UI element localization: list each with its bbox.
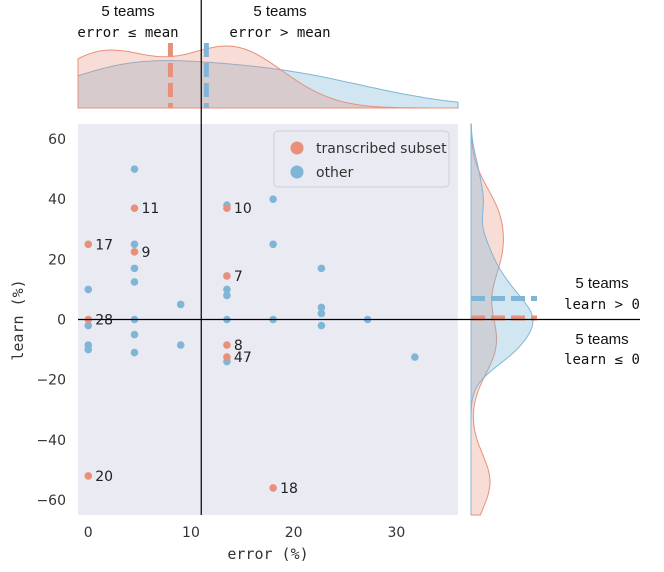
point-other [130,165,139,173]
point-label: 7 [234,269,243,285]
legend-marker-transcribed [290,141,304,155]
x-tick-label: 20 [285,525,303,541]
point-other [84,345,93,354]
point-labels: 11 10 17 9 7 28 847 20 18 [95,201,298,497]
x-tick-label: 10 [182,525,200,541]
y-tick-label: 0 [57,313,66,329]
legend: transcribed subset other [273,130,450,188]
y-tick-label: −40 [36,433,66,449]
data-points [84,165,419,492]
annotation-right-top-cond: learn > 0 [564,297,640,313]
point-transcribed [84,240,93,249]
legend-label-transcribed: transcribed subset [316,141,447,157]
annotation-top-right-cond: error > mean [229,25,330,41]
point-label: 8 [234,338,243,354]
y-tick-label: 20 [48,252,66,268]
point-other [84,321,93,330]
annotations: 5 teams error ≤ mean 5 teams error > mea… [77,3,640,368]
point-label: 17 [95,237,113,253]
y-axis-label: learn (%) [9,279,27,360]
point-other [130,264,139,273]
top-marginal-density [77,43,459,109]
point-other [176,300,185,309]
point-other [130,348,139,357]
point-other [317,321,326,330]
annotation-top-left-count: 5 teams [101,3,154,20]
legend-box [273,130,450,188]
point-label: 9 [141,245,150,261]
annotation-right-bottom-count: 5 teams [575,331,628,348]
point-label: 11 [141,201,159,217]
y-tick-label: −60 [36,493,66,509]
x-tick-label: 30 [387,525,405,541]
point-other [317,264,326,273]
y-tick-label: 60 [48,132,66,148]
annotation-top-left-cond: error ≤ mean [77,25,178,41]
point-other [269,195,277,203]
annotation-right-top-count: 5 teams [575,275,628,292]
legend-label-other: other [316,165,354,181]
point-other [317,309,326,318]
point-label: 20 [95,469,113,485]
y-axis-ticks: 60 40 20 0 −20 −40 −60 [36,132,66,509]
point-transcribed [84,472,93,480]
point-other [269,240,277,249]
x-axis-ticks: 0 10 20 30 [84,525,405,541]
point-other [176,341,185,349]
y-tick-label: 40 [48,192,66,208]
annotation-top-right-count: 5 teams [253,3,306,20]
point-other [130,240,139,249]
point-label: 47 [234,350,252,366]
point-transcribed [130,204,139,213]
point-label: 28 [95,313,113,329]
legend-marker-other [290,165,304,179]
point-other [130,278,139,286]
top-kde-transcribed [77,45,458,109]
point-other [411,353,419,361]
y-tick-label: −20 [36,373,66,389]
point-other [223,285,231,294]
point-other [223,291,231,300]
point-transcribed [223,272,231,280]
point-transcribed [130,248,139,256]
point-other [84,285,93,294]
point-other [317,303,326,312]
x-tick-label: 0 [84,525,93,541]
point-transcribed [223,353,231,361]
point-label: 18 [280,481,298,497]
point-label: 10 [234,201,252,217]
point-transcribed [223,341,231,349]
annotation-right-bottom-cond: learn ≤ 0 [564,352,640,368]
x-axis-label: error (%) [227,545,308,563]
point-other [130,330,139,339]
point-transcribed [269,484,277,492]
top-kde-other [77,60,459,109]
point-transcribed [223,204,231,213]
